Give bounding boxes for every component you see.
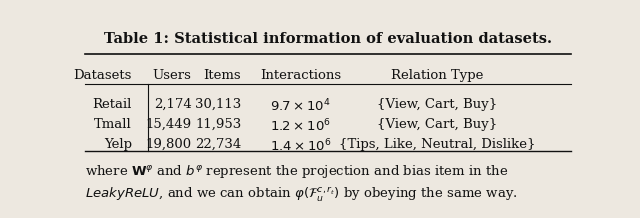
Text: Table 1: Statistical information of evaluation datasets.: Table 1: Statistical information of eval… bbox=[104, 32, 552, 46]
Text: $1.2 \times 10^{6}$: $1.2 \times 10^{6}$ bbox=[270, 118, 331, 134]
Text: 30,113: 30,113 bbox=[195, 97, 241, 111]
Text: {View, Cart, Buy}: {View, Cart, Buy} bbox=[377, 97, 497, 111]
Text: Tmall: Tmall bbox=[94, 118, 132, 131]
Text: Yelp: Yelp bbox=[104, 138, 132, 151]
Text: {Tips, Like, Neutral, Dislike}: {Tips, Like, Neutral, Dislike} bbox=[339, 138, 536, 151]
Text: 2,174: 2,174 bbox=[154, 97, 191, 111]
Text: Users: Users bbox=[153, 69, 191, 82]
Text: 15,449: 15,449 bbox=[145, 118, 191, 131]
Text: 22,734: 22,734 bbox=[195, 138, 241, 151]
Text: 19,800: 19,800 bbox=[145, 138, 191, 151]
Text: {View, Cart, Buy}: {View, Cart, Buy} bbox=[377, 118, 497, 131]
Text: where $\mathbf{W}^{\varphi}$ and $b^{\varphi}$ represent the projection and bias: where $\mathbf{W}^{\varphi}$ and $b^{\va… bbox=[85, 163, 509, 180]
Text: Relation Type: Relation Type bbox=[391, 69, 483, 82]
Text: 11,953: 11,953 bbox=[195, 118, 241, 131]
Text: Datasets: Datasets bbox=[74, 69, 132, 82]
Text: Items: Items bbox=[204, 69, 241, 82]
Text: Interactions: Interactions bbox=[260, 69, 341, 82]
Text: $9.7 \times 10^{4}$: $9.7 \times 10^{4}$ bbox=[270, 97, 331, 114]
Text: Retail: Retail bbox=[93, 97, 132, 111]
Text: $1.4 \times 10^{6}$: $1.4 \times 10^{6}$ bbox=[270, 138, 332, 154]
Text: $\mathit{LeakyReLU}$, and we can obtain $\varphi(\mathcal{F}_{u}^{c,r_t})$ by ob: $\mathit{LeakyReLU}$, and we can obtain … bbox=[85, 185, 518, 203]
